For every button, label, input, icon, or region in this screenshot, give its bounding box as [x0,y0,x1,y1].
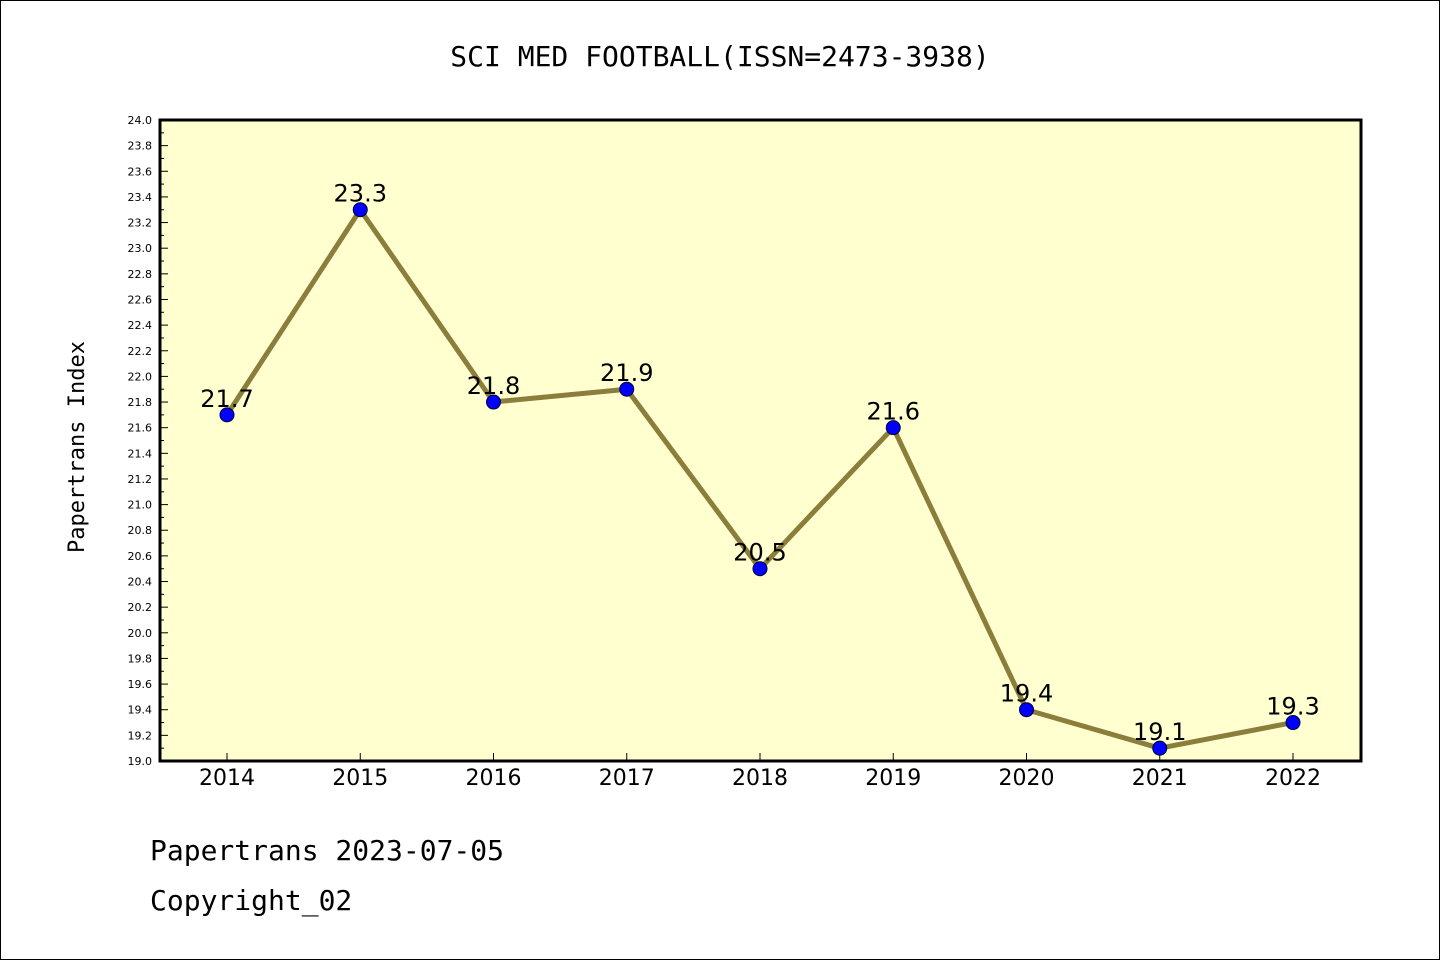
data-point-marker [352,202,368,218]
y-tick-label: 22.8 [128,268,153,281]
y-tick-label: 22.6 [128,293,153,306]
y-tick-label: 19.0 [128,755,153,768]
plot-area [160,120,1361,761]
y-tick-label: 20.4 [128,576,153,589]
y-tick-label: 23.4 [128,191,153,204]
data-point-marker [1152,740,1168,756]
y-tick-label: 23.6 [128,165,153,178]
y-tick-label: 20.2 [128,601,153,614]
y-tick-label: 23.0 [128,242,153,255]
y-tick-label: 21.2 [128,473,153,486]
y-tick-label: 23.2 [128,217,153,230]
data-points: 21.7 23.3 21.8 21.9 20.5 21.6 19.4 19.1 19.3 [200,180,1320,756]
x-tick-label: 2021 [1132,766,1188,791]
x-tick-label: 2019 [865,766,921,791]
y-tick-label: 22.4 [128,319,153,332]
y-tick-label: 24.0 [128,114,153,127]
footer-date: Papertrans 2023-07-05 [150,834,505,867]
y-tick-label: 20.6 [128,550,153,563]
y-tick-label: 22.2 [128,345,153,358]
data-label: 19.4 [1000,680,1053,708]
data-point-marker [885,420,901,436]
data-label: 21.7 [200,385,253,413]
data-point-marker [1019,702,1034,718]
y-tick-label: 19.2 [128,729,153,742]
data-point-marker [619,381,635,397]
data-point-marker [752,561,768,577]
y-tick-label: 21.4 [128,447,153,460]
y-tick-label: 20.0 [128,627,153,640]
data-point-marker [486,394,501,410]
x-tick-label: 2016 [466,766,522,791]
data-label: 21.8 [467,372,520,400]
y-tick-label: 19.4 [128,704,153,717]
y-tick-label: 22.0 [128,370,153,383]
y-tick-label: 21.6 [128,422,153,435]
x-tick-label: 2018 [732,766,788,791]
y-tick-label: 21.0 [128,499,153,512]
data-point-marker [219,407,235,423]
y-axis-label: Papertrans Index [65,341,90,553]
y-tick-label: 23.8 [128,140,153,153]
x-tick-label: 2017 [599,766,655,791]
footer-copyright: Copyright_02 [150,884,353,917]
data-label: 20.5 [733,539,786,567]
chart-title: SCI MED FOOTBALL(ISSN=2473-3938) [450,40,989,73]
data-label: 21.9 [600,359,653,387]
axis-ticks: 19.0 19.2 19.4 19.6 19.8 20.0 20.2 20.4 20.6 20.8… [128,114,1322,791]
data-point-marker [1285,715,1301,731]
data-label: 19.3 [1266,693,1319,721]
y-tick-label: 19.8 [128,652,153,665]
data-label: 21.6 [867,398,920,426]
y-tick-label: 21.8 [128,396,153,409]
y-tick-label: 20.8 [128,524,153,537]
plot-border [158,118,1363,763]
x-tick-label: 2015 [332,766,388,791]
data-label: 19.1 [1133,718,1186,746]
data-label: 23.3 [334,180,387,208]
x-tick-label: 2022 [1265,766,1321,791]
y-tick-label: 19.6 [128,678,153,691]
x-tick-label: 2014 [199,766,255,791]
x-tick-label: 2020 [999,766,1055,791]
